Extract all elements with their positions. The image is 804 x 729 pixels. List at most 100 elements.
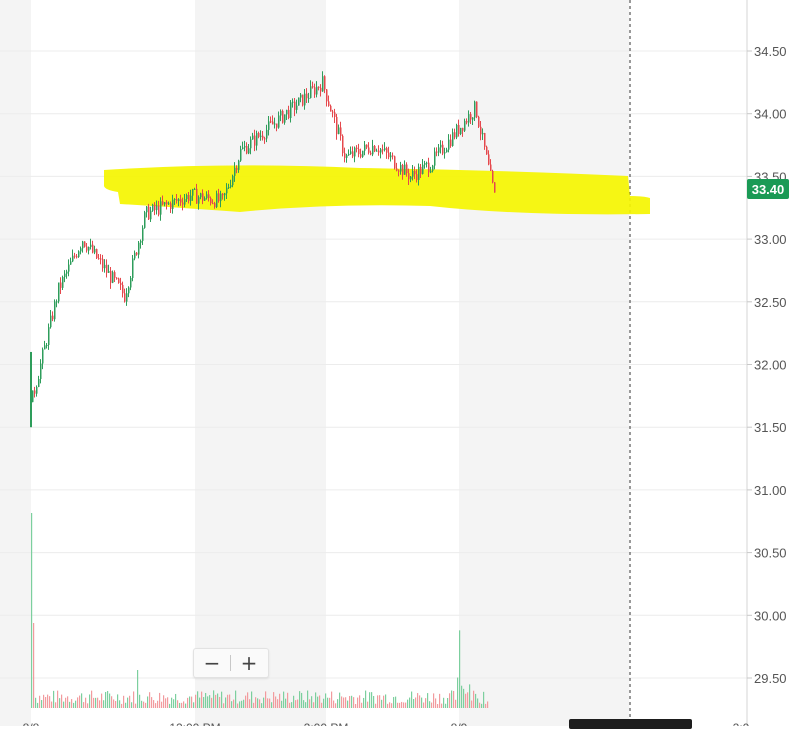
chart-background: [0, 0, 629, 726]
volume-bar: [373, 696, 375, 708]
volume-bar: [167, 697, 169, 708]
candle-body: [156, 205, 158, 211]
candle-body: [270, 121, 272, 123]
chart-gridlines: [0, 0, 747, 726]
volume-bar: [427, 693, 429, 708]
volume-bar: [467, 692, 469, 708]
candle-body: [330, 105, 332, 112]
candle-body: [352, 151, 354, 157]
volume-bar: [217, 693, 219, 708]
volume-bar: [441, 703, 443, 708]
volume-bar: [399, 702, 401, 708]
candle-body: [134, 252, 136, 259]
x-axis: 8/8 12:00 PM 2:00 PM 8/9 2:0: [23, 721, 750, 726]
volume-bar: [367, 701, 369, 708]
candle-body: [170, 203, 172, 209]
candle-body: [124, 293, 126, 302]
candle-body: [86, 246, 88, 251]
volume-bar: [361, 702, 363, 708]
candle-body: [62, 276, 64, 288]
candle-body: [80, 248, 82, 252]
volume-bar: [387, 703, 389, 708]
volume-bar: [231, 701, 233, 708]
volume-bar: [141, 700, 143, 708]
candle-body: [424, 163, 426, 165]
volume-bar: [403, 702, 405, 708]
volume-bar: [83, 702, 85, 708]
candle-body: [66, 271, 68, 274]
volume-bar: [435, 698, 437, 708]
volume-bar: [291, 702, 293, 708]
candle-body: [74, 255, 76, 257]
volume-bar: [303, 700, 305, 708]
volume-bar: [129, 695, 131, 708]
volume-bar: [215, 694, 217, 708]
y-tick-label: 33.00: [754, 232, 787, 247]
candle-body: [242, 147, 244, 149]
session-shade-2: [459, 0, 629, 726]
volume-bar: [179, 702, 181, 708]
volume-bar: [127, 697, 129, 708]
candle-body: [318, 86, 320, 88]
volume-bar: [177, 700, 179, 708]
candle-body: [272, 121, 274, 125]
volume-bar: [193, 702, 195, 708]
y-tick-label: 32.50: [754, 295, 787, 310]
volume-bar: [287, 692, 289, 708]
candle-body: [404, 164, 406, 175]
candle-body: [208, 194, 210, 199]
candle-body: [454, 132, 456, 138]
candle-body: [168, 203, 170, 205]
volume-bar: [57, 690, 59, 708]
candle-body: [398, 170, 400, 172]
candle-body: [182, 202, 184, 205]
volume-bar: [257, 698, 259, 708]
volume-bar: [103, 700, 105, 708]
volume-bar: [353, 697, 355, 708]
volume-bar: [487, 701, 489, 708]
candle-body: [110, 270, 112, 283]
volume-bar: [47, 694, 49, 708]
volume-bar: [245, 695, 247, 708]
candle-body: [388, 152, 390, 158]
candle-body: [290, 102, 292, 119]
zoom-separator: [230, 655, 231, 671]
candle-body: [380, 149, 382, 153]
volume-bar: [185, 703, 187, 708]
volume-bar: [363, 697, 365, 708]
candle-body: [172, 199, 174, 209]
zoom-in-button[interactable]: +: [240, 651, 258, 675]
candle-body: [468, 114, 470, 123]
volume-bar: [233, 699, 235, 708]
volume-bar: [425, 698, 427, 708]
candle-body: [406, 164, 408, 174]
candle-body: [186, 195, 188, 200]
volume-bar: [263, 697, 265, 708]
candle-body: [218, 193, 220, 202]
candle-body: [402, 164, 404, 175]
candle-body: [44, 345, 46, 350]
volume-bar: [89, 694, 91, 708]
candle-body: [478, 116, 480, 127]
volume-bar: [221, 691, 223, 708]
volume-bar: [327, 697, 329, 708]
volume-bar: [205, 692, 207, 708]
zoom-out-button[interactable]: −: [203, 651, 221, 675]
volume-bar: [183, 701, 185, 708]
session-shade-1: [195, 0, 326, 726]
volume-bar: [365, 690, 367, 708]
candle-body: [190, 195, 192, 201]
volume-bar: [243, 699, 245, 708]
candle-body: [392, 155, 394, 157]
candle-body: [364, 144, 366, 151]
candle-body: [216, 193, 218, 208]
candle-body: [368, 147, 370, 153]
candle-body: [276, 123, 278, 128]
candle-body: [132, 258, 134, 278]
volume-bar: [397, 702, 399, 708]
volume-bar: [305, 702, 307, 708]
volume-bar: [433, 693, 435, 708]
candle-body: [480, 126, 482, 135]
candle-body: [126, 293, 128, 302]
